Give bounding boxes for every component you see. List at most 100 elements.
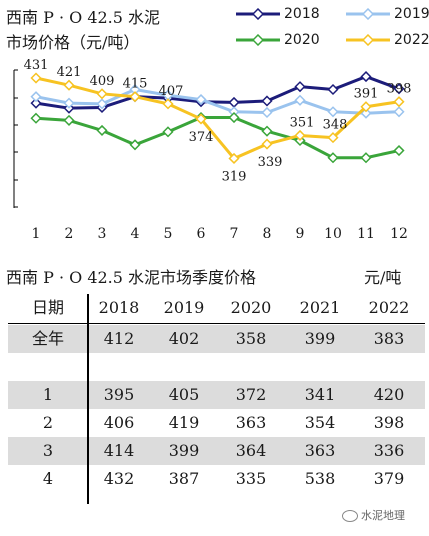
table-row: 4 432 387 335 538 379 [8, 465, 425, 493]
data-point-2020 [96, 124, 108, 136]
table-cell: 383 [373, 329, 405, 348]
series-line-2019 [35, 88, 400, 115]
wechat-icon [342, 510, 358, 522]
table-cell: 402 [168, 329, 200, 348]
x-tick-label: 8 [263, 226, 272, 242]
chart-subtitle: 市场价格（元/吨） [6, 33, 140, 52]
x-tick-label: 11 [357, 226, 375, 242]
data-point-2018 [327, 83, 339, 96]
legend-label: 2020 [284, 32, 320, 48]
table-header-row: 日期 2018 2019 2020 2021 2022 [8, 294, 425, 322]
table-row: 1 395 405 372 341 420 [8, 381, 425, 409]
data-label: 391 [354, 87, 379, 102]
data-point-2020 [63, 114, 75, 126]
data-label: 339 [258, 155, 283, 170]
legend-label: 2018 [284, 6, 320, 22]
data-point-2019 [63, 97, 75, 109]
table-cell: 432 [103, 469, 135, 488]
data-label: 421 [57, 65, 82, 80]
table-cell [288, 353, 352, 381]
table-cell: 363 [304, 441, 336, 460]
data-point-2020 [360, 152, 372, 164]
x-tick-label: 6 [197, 226, 206, 242]
header-cell: 2021 [299, 298, 341, 317]
x-tick-label: 2 [65, 226, 74, 242]
x-tick-label: 9 [296, 226, 305, 242]
data-label: 398 [387, 82, 412, 97]
table-cell: 399 [168, 441, 200, 460]
data-label: 351 [290, 115, 315, 130]
data-point-2022 [294, 129, 306, 142]
data-label: 348 [323, 118, 348, 133]
data-label: 409 [90, 74, 115, 89]
data-point-2019 [96, 98, 108, 110]
table-cell: 341 [304, 385, 336, 404]
data-point-2020 [30, 112, 42, 124]
table-cell: 379 [373, 469, 405, 488]
data-point-2019 [360, 107, 372, 119]
data-label: 431 [24, 58, 49, 73]
column-divider [87, 294, 89, 504]
header-cell: 2019 [163, 298, 205, 317]
data-point-2018 [360, 71, 372, 83]
x-tick-label: 3 [98, 226, 107, 242]
data-point-2020 [261, 125, 273, 137]
table-cell [90, 353, 148, 381]
data-point-2022 [228, 152, 240, 165]
data-point-2018 [228, 96, 240, 108]
data-point-2019 [30, 91, 42, 103]
table-cell: 406 [103, 413, 135, 432]
data-point-2022 [96, 88, 108, 100]
table-cell: 538 [304, 469, 336, 488]
legend-swatch [346, 34, 390, 46]
data-point-2019 [294, 94, 306, 106]
x-tick-label: 4 [131, 226, 140, 242]
data-point-2018 [30, 97, 42, 109]
legend-label: 2022 [394, 32, 429, 48]
data-point-2018 [261, 95, 273, 107]
data-point-2022 [63, 79, 75, 91]
data-point-2019 [327, 106, 339, 118]
table-cell: 395 [103, 385, 135, 404]
table-cell: 364 [235, 441, 267, 460]
series-line-2018 [35, 75, 400, 110]
table-row [8, 353, 425, 381]
x-tick-label: 12 [390, 226, 408, 242]
table-cell: 2 [42, 413, 54, 432]
data-point-2019 [195, 93, 207, 106]
header-cell: 日期 [31, 298, 64, 317]
data-point-2020 [327, 152, 339, 164]
x-tick-label: 10 [324, 226, 342, 242]
header-cell: 2018 [98, 298, 140, 317]
data-point-2022 [129, 91, 141, 103]
data-point-2020 [129, 139, 141, 151]
table-cell [8, 353, 88, 381]
data-point-2022 [261, 138, 273, 150]
data-point-2022 [393, 96, 405, 108]
watermark-text: 水泥地理 [361, 509, 405, 522]
header-cell: 2020 [230, 298, 272, 317]
table-row: 全年 412 402 358 399 383 [8, 325, 425, 353]
table-cell: 335 [235, 469, 267, 488]
table-cell: 363 [235, 413, 267, 432]
table-cell: 3 [42, 441, 54, 460]
table-cell: 414 [103, 441, 135, 460]
table-cell: 387 [168, 469, 200, 488]
table-cell: 399 [304, 329, 336, 348]
data-point-2022 [360, 101, 372, 113]
data-point-2019 [393, 106, 405, 118]
watermark: 水泥地理 [342, 507, 405, 523]
table-cell [153, 353, 215, 381]
legend-swatch [236, 34, 280, 46]
legend-label: 2019 [394, 6, 429, 22]
table-cell: 419 [168, 413, 200, 432]
data-point-2022 [195, 113, 207, 125]
x-tick-label: 5 [164, 226, 173, 242]
header-divider [8, 323, 425, 324]
legend-swatch [346, 8, 390, 20]
header-cell: 2022 [368, 298, 410, 317]
table-cell: 336 [373, 441, 405, 460]
table-cell [220, 353, 282, 381]
data-point-2019 [261, 106, 273, 119]
